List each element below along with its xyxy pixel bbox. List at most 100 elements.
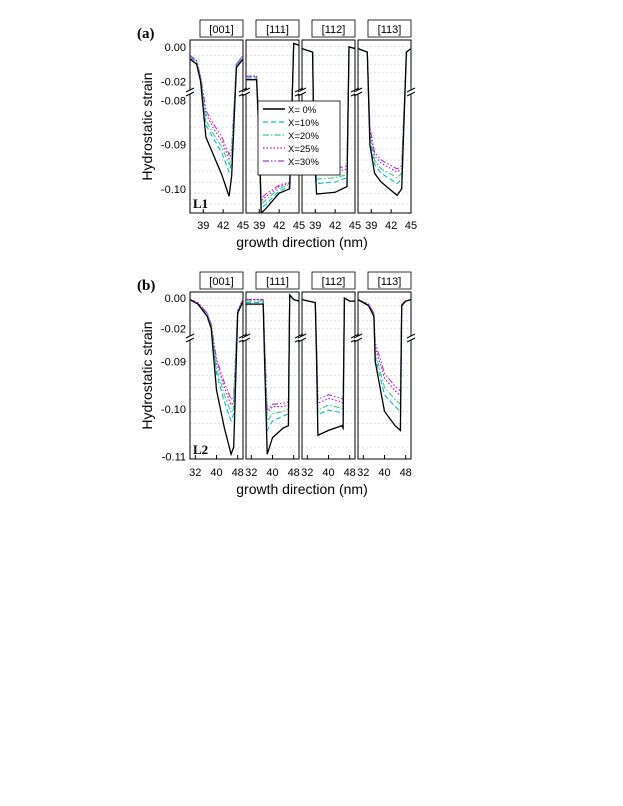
y-axis-label: Hydrostatic strain — [139, 321, 155, 429]
legend-entry: X=25% — [288, 144, 319, 155]
axis-break-mark — [185, 87, 195, 93]
subpanel-[001]: [001] 39 42 45 — [185, 19, 249, 232]
y-tick-label: -0.09 — [161, 356, 186, 368]
legend-entry: X=10% — [288, 118, 319, 129]
legend-entry: X= 0% — [288, 105, 317, 116]
y-tick-label: -0.02 — [161, 323, 186, 335]
x-tick-label: 39 — [253, 220, 265, 232]
series-line-X25 — [246, 293, 299, 415]
x-tick-label: 45 — [237, 220, 249, 232]
y-tick-label: 0.00 — [165, 293, 186, 305]
x-tick-label: 48 — [344, 467, 356, 479]
subpanel-[112]: [112] 32 40 48 — [297, 271, 360, 479]
x-tick-label: 48 — [232, 467, 244, 479]
direction-label-box — [311, 271, 356, 290]
series-line-X0 — [302, 296, 355, 437]
x-tick-label: 42 — [385, 220, 397, 232]
legend-box — [257, 100, 341, 176]
axis-break-mark — [241, 333, 251, 339]
panel-label: (a) — [137, 26, 155, 42]
axis-break-gap — [243, 336, 249, 340]
x-tick-label: 48 — [288, 467, 300, 479]
direction-label-box — [199, 271, 244, 290]
x-tick-label: 40 — [322, 467, 334, 479]
x-axis-label: growth direction (nm) — [236, 481, 368, 497]
axis-break-gap — [299, 90, 305, 94]
axis-break-mark — [185, 337, 195, 343]
y-tick-label: -0.09 — [161, 140, 186, 152]
series-line-X0 — [358, 298, 411, 432]
series-line-X0 — [358, 47, 411, 197]
axis-break-gap — [299, 336, 305, 340]
layer-label: L2 — [193, 442, 208, 457]
x-tick-label: 45 — [405, 220, 417, 232]
direction-label: [001] — [209, 276, 233, 288]
series-line-X10 — [246, 293, 299, 433]
y-tick-label: -0.08 — [161, 96, 186, 108]
direction-label-box — [311, 19, 356, 38]
axis-break-mark — [353, 87, 363, 93]
series-line-X0 — [246, 42, 299, 213]
x-tick-label: 42 — [217, 220, 229, 232]
direction-label-box — [255, 19, 300, 38]
subpanel-[113]: [113] 39 42 45 — [353, 19, 417, 232]
series-line-X10 — [302, 297, 355, 417]
axis-break-gap — [408, 336, 414, 340]
subpanel-[111]: [111] 32 40 48 — [241, 271, 304, 479]
axis-break-gap — [187, 336, 193, 340]
axis-break-mark — [406, 333, 416, 339]
x-tick-label: 42 — [273, 220, 285, 232]
legend-entry: X=30% — [288, 157, 319, 168]
direction-label-box — [367, 19, 412, 38]
direction-label: [112] — [322, 276, 346, 288]
axis-break-mark — [297, 337, 307, 343]
axis-break-mark — [406, 337, 416, 343]
x-tick-label: 32 — [301, 467, 313, 479]
direction-label-box — [255, 271, 300, 290]
chart-panel-0: (a) Hydrostatic strain -0.02 0.00 -0.10 -0.09… — [137, 19, 417, 250]
series-line-X0 — [302, 46, 355, 195]
direction-label: [113] — [378, 276, 402, 288]
axis-break-gap — [243, 90, 249, 94]
subpanel-frame — [189, 39, 244, 214]
axis-break-mark — [297, 333, 307, 339]
y-tick-label: -0.10 — [161, 404, 186, 416]
direction-label-box — [367, 271, 412, 290]
series-line-X10 — [358, 299, 411, 413]
series-line-X30 — [190, 299, 243, 401]
axis-break-mark — [297, 91, 307, 97]
series-line-X20 — [246, 293, 299, 423]
axis-break-gap — [355, 336, 361, 340]
axis-break-mark — [353, 337, 363, 343]
axis-break-mark — [185, 91, 195, 97]
series-line-X10 — [190, 56, 243, 174]
series-line-X25 — [302, 297, 355, 407]
direction-label: [113] — [378, 24, 402, 36]
series-line-X20 — [302, 297, 355, 412]
x-tick-label: 45 — [349, 220, 361, 232]
x-axis-label: growth direction (nm) — [236, 234, 368, 250]
y-tick-label: -0.02 — [161, 76, 186, 88]
y-tick-label: -0.10 — [161, 184, 186, 196]
axis-break-mark — [297, 87, 307, 93]
x-tick-label: 40 — [266, 467, 278, 479]
x-tick-label: 45 — [293, 220, 305, 232]
legend-entry: X=20% — [288, 131, 319, 142]
x-tick-label: 32 — [357, 467, 369, 479]
x-tick-label: 39 — [309, 220, 321, 232]
x-tick-label: 40 — [378, 467, 390, 479]
series-line-X0 — [246, 293, 299, 455]
direction-label: [111] — [266, 24, 289, 36]
legend: X= 0% X=10% X=20% X=25% X=30% — [257, 100, 341, 176]
series-line-X0 — [190, 299, 243, 457]
y-tick-label: 0.00 — [165, 42, 186, 54]
axis-break-mark — [353, 333, 363, 339]
axis-break-mark — [353, 91, 363, 97]
axis-break-mark — [406, 91, 416, 97]
x-tick-label: 32 — [189, 467, 201, 479]
axis-break-mark — [185, 333, 195, 339]
chart-panel-1: (b) Hydrostatic strain -0.02 0.00 -0.11 -0.10… — [137, 271, 416, 497]
direction-label: [001] — [209, 24, 233, 36]
direction-label: [111] — [266, 276, 289, 288]
